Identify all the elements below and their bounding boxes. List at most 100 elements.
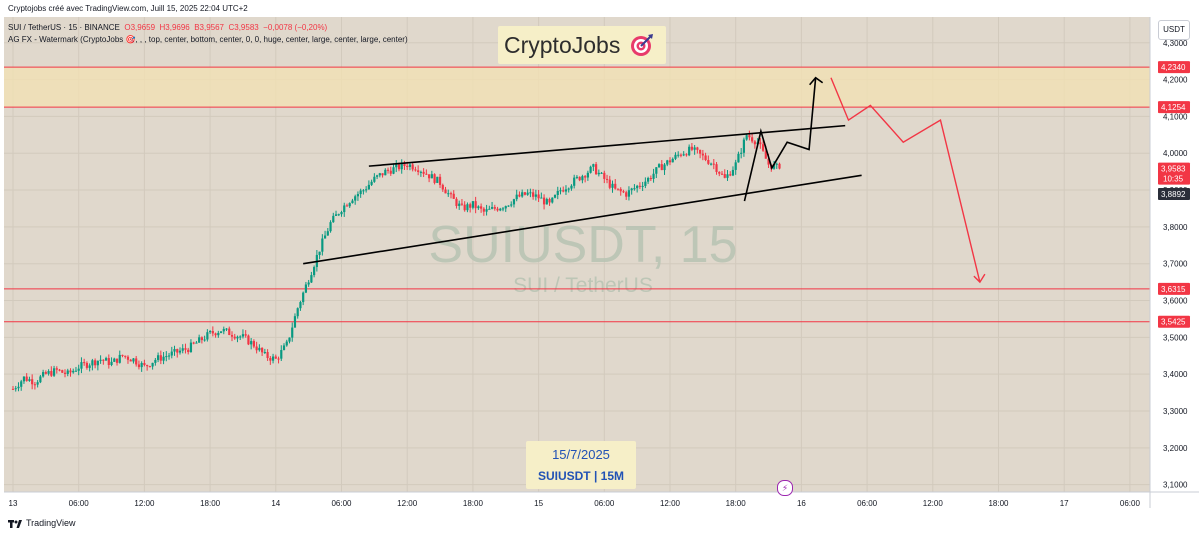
candle-body xyxy=(742,139,746,153)
candle-body xyxy=(80,362,83,369)
candle-body xyxy=(636,185,639,189)
candle-body xyxy=(573,177,576,186)
candle-body xyxy=(603,172,606,179)
candle-body xyxy=(214,333,217,336)
symbol-ohlc-legend[interactable]: SUI / TetherUS · 15 · BINANCE O3,9659 H3… xyxy=(8,23,327,32)
candle-body xyxy=(433,174,436,183)
candle-body xyxy=(219,331,223,333)
candle-body xyxy=(499,208,502,211)
time-axis-tick-label: 12:00 xyxy=(923,499,944,508)
candle-body xyxy=(181,348,184,351)
last-price-badge xyxy=(1158,162,1190,185)
time-axis-tick-label: 18:00 xyxy=(200,499,221,508)
candle-body xyxy=(340,212,343,215)
candle-body xyxy=(690,146,693,150)
candle-body xyxy=(159,355,162,361)
tradingview-logo[interactable]: TradingView xyxy=(8,518,76,528)
candle-body xyxy=(663,164,666,171)
candle-body xyxy=(436,176,439,183)
candle-body xyxy=(737,153,740,163)
candle-body xyxy=(66,370,69,374)
candle-body xyxy=(556,190,559,195)
candle-body xyxy=(42,372,45,377)
candle-body xyxy=(614,183,617,189)
candle-body xyxy=(263,352,266,354)
candle-body xyxy=(562,190,565,192)
candle-body xyxy=(526,192,529,195)
time-axis-tick-label: 16 xyxy=(797,499,806,508)
symbol-description-watermark: SUI / TetherUS xyxy=(513,274,653,297)
candle-body xyxy=(449,193,453,195)
candle-body xyxy=(307,282,310,285)
candle-body xyxy=(99,359,102,361)
candle-body xyxy=(258,347,261,351)
candle-body xyxy=(545,199,548,205)
candle-body xyxy=(389,170,392,174)
price-level-badge xyxy=(1158,61,1190,74)
candle-body xyxy=(693,147,696,150)
price-axis-tick-label: 3,7000 xyxy=(1163,260,1188,269)
time-axis-tick-label: 15 xyxy=(534,499,543,508)
symbol-watermark: SUIUSDT, 15 xyxy=(428,216,737,274)
candle-body xyxy=(162,356,165,361)
candle-body xyxy=(408,164,412,167)
candle-body xyxy=(25,376,28,381)
time-axis-tick-label: 12:00 xyxy=(397,499,418,508)
price-level-label: 3,6315 xyxy=(1161,285,1186,294)
candle-body xyxy=(33,384,36,386)
candle-body xyxy=(718,171,721,174)
price-level-label: 4,1254 xyxy=(1161,103,1186,112)
candle-body xyxy=(584,176,587,178)
lightning-icon[interactable]: ⚡ xyxy=(777,480,793,496)
candle-body xyxy=(657,164,661,168)
candle-body xyxy=(222,328,225,332)
candle-body xyxy=(17,386,20,389)
time-axis-tick-label: 06:00 xyxy=(69,499,90,508)
candle-body xyxy=(384,169,387,176)
indicator-legend[interactable]: AG FX - Watermark (CryptoJobs 🎯, , , top… xyxy=(8,35,408,44)
candle-body xyxy=(392,167,395,174)
bearish-projection-arrowhead xyxy=(973,273,986,284)
candle-body xyxy=(447,193,450,195)
time-axis-tick-label: 17 xyxy=(1060,499,1069,508)
candle-body xyxy=(252,341,255,347)
candle-body xyxy=(189,342,193,353)
candle-body xyxy=(542,197,546,205)
ohlc-open: O3,9659 xyxy=(124,23,156,32)
candle-body xyxy=(477,206,480,209)
price-axis-tick-label: 4,2000 xyxy=(1163,76,1188,85)
tradingview-logo-icon xyxy=(8,519,22,528)
candle-body xyxy=(452,193,455,199)
candle-body xyxy=(192,342,195,344)
candle-body xyxy=(271,356,275,361)
candle-body xyxy=(767,158,770,165)
price-axis-tick-label: 4,0000 xyxy=(1163,149,1188,158)
tradingview-brand: TradingView xyxy=(26,518,76,528)
candle-body xyxy=(764,150,767,159)
candle-body xyxy=(444,189,447,194)
candle-body xyxy=(154,359,157,363)
candle-body xyxy=(411,164,414,170)
ohlc-low: B3,9567 xyxy=(194,23,225,32)
candle-body xyxy=(209,330,212,333)
candle-body xyxy=(77,368,80,371)
candle-body xyxy=(370,181,373,185)
candle-body xyxy=(367,184,370,190)
candle-body xyxy=(403,162,406,166)
candle-body xyxy=(753,141,756,145)
candle-body xyxy=(198,337,201,343)
candle-body xyxy=(74,370,78,372)
candle-body xyxy=(441,184,444,190)
candle-body xyxy=(745,135,748,140)
candle-body xyxy=(293,316,297,328)
candle-body xyxy=(578,176,581,181)
candle-body xyxy=(688,146,691,156)
currency-button[interactable]: USDT xyxy=(1158,20,1190,40)
candle-body xyxy=(570,185,573,189)
candle-body xyxy=(365,189,368,191)
candle-countdown-label: 10:35 xyxy=(1163,175,1184,184)
candle-body xyxy=(345,205,349,207)
symbol-name[interactable]: SUI / TetherUS · 15 · BINANCE xyxy=(8,23,120,32)
